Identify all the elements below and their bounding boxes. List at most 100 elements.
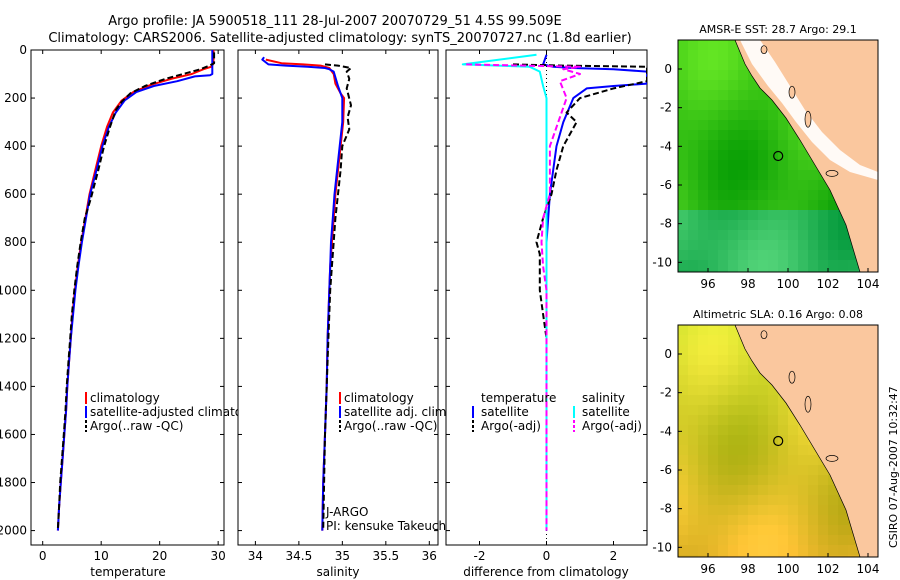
map-cell bbox=[708, 60, 718, 70]
map-cell bbox=[698, 190, 708, 200]
map-cell bbox=[688, 385, 698, 395]
map-cell bbox=[748, 130, 758, 140]
map-cell bbox=[708, 325, 718, 335]
map-cell bbox=[808, 160, 818, 170]
figure-title-line1: Argo profile: JA 5900518_111 28-Jul-2007… bbox=[108, 14, 562, 29]
map-cell bbox=[678, 230, 688, 240]
map-cell bbox=[758, 210, 768, 220]
map-cell bbox=[708, 345, 718, 355]
map-cell bbox=[678, 260, 688, 270]
map-cell bbox=[758, 485, 768, 495]
map-cell bbox=[738, 425, 748, 435]
map-cell bbox=[738, 170, 748, 180]
map-cell bbox=[728, 495, 738, 505]
map-cell bbox=[778, 415, 788, 425]
map-cell bbox=[708, 270, 718, 272]
temperature-legend: climatology satellite-adjusted climatolo… bbox=[85, 391, 268, 433]
legend-label-argo: Argo(..raw -QC) bbox=[344, 419, 437, 433]
legend-header-temperature: temperature bbox=[481, 391, 556, 405]
map-cell bbox=[778, 140, 788, 150]
map-cell bbox=[768, 120, 778, 130]
map-cell bbox=[738, 100, 748, 110]
map-cell bbox=[678, 405, 688, 415]
map-cell bbox=[778, 260, 788, 270]
map-cell bbox=[828, 200, 838, 210]
map-cell bbox=[788, 270, 798, 272]
map-cell bbox=[758, 150, 768, 160]
map-cell bbox=[798, 505, 808, 515]
map-cell bbox=[698, 505, 708, 515]
map-cell bbox=[698, 130, 708, 140]
map-cell bbox=[728, 345, 738, 355]
map-cell bbox=[758, 160, 768, 170]
map-cell bbox=[748, 405, 758, 415]
map-cell bbox=[698, 220, 708, 230]
map-cell bbox=[738, 140, 748, 150]
map-cell bbox=[798, 170, 808, 180]
map-cell bbox=[788, 180, 798, 190]
map-cell bbox=[788, 240, 798, 250]
map-cell bbox=[818, 190, 828, 200]
map-cell bbox=[808, 170, 818, 180]
map-cell bbox=[818, 465, 828, 475]
map-cell bbox=[728, 475, 738, 485]
map-cell bbox=[758, 395, 768, 405]
island bbox=[804, 395, 812, 413]
map-cell bbox=[708, 210, 718, 220]
map-cell bbox=[708, 50, 718, 60]
map-cell bbox=[838, 525, 848, 535]
legend-label-climatology: climatology bbox=[90, 391, 160, 405]
map-cell bbox=[678, 190, 688, 200]
map-cell bbox=[728, 525, 738, 535]
map-cell bbox=[758, 455, 768, 465]
map-cell bbox=[688, 100, 698, 110]
map-cell bbox=[708, 525, 718, 535]
map-cell bbox=[708, 160, 718, 170]
map-cell bbox=[708, 230, 718, 240]
map-cell bbox=[678, 515, 688, 525]
map-cell bbox=[688, 250, 698, 260]
map-cell bbox=[678, 210, 688, 220]
map-cell bbox=[788, 250, 798, 260]
map-cell bbox=[778, 545, 788, 555]
map-cell bbox=[698, 515, 708, 525]
map-cell bbox=[818, 525, 828, 535]
y-tick-label: 1200 bbox=[0, 331, 27, 345]
map-cell bbox=[838, 230, 848, 240]
map-cell bbox=[708, 465, 718, 475]
map-cell bbox=[798, 545, 808, 555]
map-cell bbox=[758, 415, 768, 425]
map-cell bbox=[818, 230, 828, 240]
map-cell bbox=[778, 220, 788, 230]
map-cell bbox=[758, 545, 768, 555]
map-cell bbox=[748, 220, 758, 230]
map-cell bbox=[738, 355, 748, 365]
map-cell bbox=[738, 545, 748, 555]
map-cell bbox=[678, 220, 688, 230]
map-cell bbox=[698, 355, 708, 365]
map-cell bbox=[798, 270, 808, 272]
map-cell bbox=[748, 505, 758, 515]
map-cell bbox=[688, 50, 698, 60]
map-cell bbox=[808, 190, 818, 200]
map-cell bbox=[768, 465, 778, 475]
map-cell bbox=[748, 455, 758, 465]
map-cell bbox=[768, 475, 778, 485]
map-cell bbox=[708, 240, 718, 250]
map-cell bbox=[758, 375, 768, 385]
map-cell bbox=[718, 240, 728, 250]
map-cell bbox=[758, 200, 768, 210]
argo-position-marker bbox=[773, 435, 784, 447]
map-cell bbox=[748, 260, 758, 270]
map-cell bbox=[678, 50, 688, 60]
map-cell bbox=[728, 100, 738, 110]
map-cell bbox=[818, 555, 828, 557]
map-cell bbox=[798, 485, 808, 495]
map-cell bbox=[718, 345, 728, 355]
map-cell bbox=[718, 445, 728, 455]
map-cell bbox=[838, 270, 848, 272]
map-cell bbox=[688, 355, 698, 365]
x-tick-label: 100 bbox=[777, 277, 800, 291]
island bbox=[760, 330, 768, 340]
map-cell bbox=[758, 535, 768, 545]
